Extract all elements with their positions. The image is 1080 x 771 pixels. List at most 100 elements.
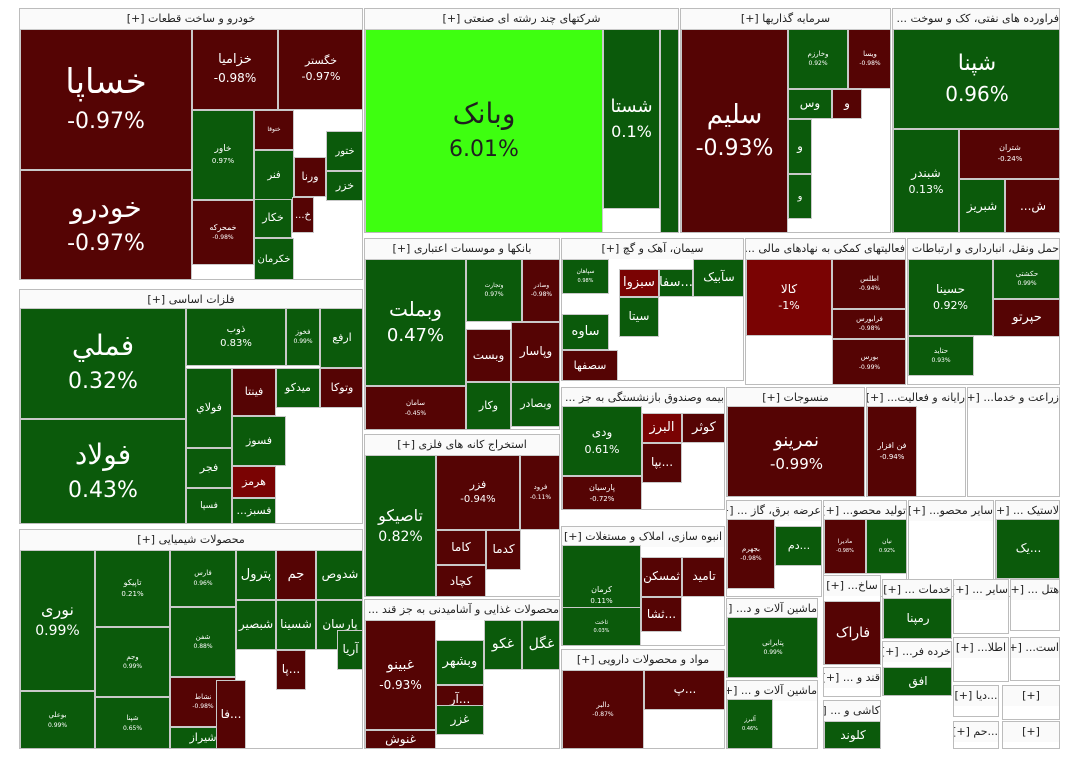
sector-36[interactable]: [+] — [1002, 721, 1060, 749]
sector-8[interactable]: حمل ونقل، انبارداری و ارتباطات [+] حسینا 0… — [907, 238, 1060, 385]
sector-header[interactable]: فلزات اساسی [+] — [20, 290, 362, 310]
stock-tile[interactable]: غبینو -0.93% — [365, 620, 436, 730]
sector-26[interactable]: کاشی و ... [+] کلوند — [823, 700, 881, 749]
stock-tile[interactable]: فرابورس -0.98% — [832, 309, 905, 339]
sector-header[interactable]: ماشین آلات و د... [+] — [727, 599, 817, 619]
sector-header[interactable]: عرضه برق، گاز ... [+] — [727, 501, 821, 521]
stock-tile[interactable]: سآبیک — [693, 259, 743, 297]
sector-12[interactable]: زراعت و خدما... [+] — [967, 387, 1060, 497]
stock-tile[interactable]: خ... — [292, 197, 314, 233]
sector-header[interactable]: اطلا... [+] — [954, 638, 1008, 658]
stock-tile[interactable]: شفن 0.88% — [170, 607, 236, 677]
stock-tile[interactable]: فخوز 0.99% — [286, 308, 320, 366]
sector-header[interactable]: رایانه و فعالیت... [+] — [867, 388, 965, 408]
stock-tile[interactable]: شپنا 0.96% — [893, 29, 1059, 129]
stock-tile[interactable]: ...دم — [775, 526, 821, 566]
sector-header[interactable]: فراورده های نفتی، کک و سوخت ... [+] — [893, 9, 1059, 29]
sector-header[interactable]: ماشین آلات و ... [+] — [727, 681, 817, 701]
stock-tile[interactable]: آلبرز 0.46% — [727, 699, 773, 748]
stock-tile[interactable]: سپاهان 0.98% — [562, 259, 609, 294]
sector-6[interactable]: سیمان، آهک و گچ [+] سپاهان 0.98% سبزوا ...سف… — [561, 238, 744, 381]
stock-tile[interactable]: سلیم -0.93% — [681, 29, 788, 232]
stock-tile[interactable]: جم — [276, 550, 316, 600]
stock-tile[interactable]: آریا — [337, 630, 362, 670]
sector-header[interactable]: خرده فر... [+] — [883, 642, 951, 662]
sector-header[interactable]: قند و ... [+] — [824, 668, 880, 688]
stock-tile[interactable]: نوری 0.99% — [20, 550, 95, 691]
sector-header[interactable]: بیمه وصندوق بازنشستگی به جز ... [+] — [562, 388, 724, 408]
stock-tile[interactable]: ختور — [326, 131, 362, 171]
stock-tile[interactable]: فسبز... — [232, 498, 276, 523]
stock-tile[interactable]: کالا -1% — [746, 259, 832, 336]
stock-tile[interactable]: سیتا — [619, 297, 659, 337]
stock-tile[interactable]: غزر — [436, 705, 484, 735]
stock-tile[interactable]: دالبر -0.87% — [562, 670, 644, 748]
sector-34[interactable]: [+] — [1002, 685, 1060, 720]
sector-2[interactable]: سرمایه گذاریها [+] سلیم -0.93% وخارزم 0.92% و… — [680, 8, 891, 233]
sector-15[interactable]: انبوه سازی، املاک و مستغلات [+] کرمان 0.11… — [561, 526, 725, 646]
stock-tile[interactable]: تاصیکو 0.82% — [365, 455, 436, 596]
stock-tile[interactable]: وبشهر — [436, 640, 484, 685]
stock-tile[interactable]: ختوقا — [254, 110, 294, 150]
stock-tile[interactable]: سامان -0.45% — [365, 386, 466, 429]
sector-header[interactable]: [+] — [1003, 722, 1059, 742]
sector-header[interactable]: کاشی و ... [+] — [824, 701, 880, 721]
sector-27[interactable]: خدمات ... [+] رمپنا — [882, 579, 952, 639]
stock-tile[interactable]: وپاسار — [511, 322, 559, 382]
stock-tile[interactable]: ش... — [1005, 179, 1059, 232]
stock-tile[interactable]: خساپا -0.97% — [20, 29, 192, 170]
stock-tile[interactable]: فملي 0.32% — [20, 308, 186, 419]
stock-tile[interactable]: تاپیکو 0.21% — [95, 550, 170, 627]
stock-tile[interactable]: خاور 0.97% — [192, 110, 254, 200]
stock-tile[interactable]: فجر — [186, 448, 232, 488]
stock-tile[interactable]: فاراک — [824, 601, 880, 664]
sector-header[interactable]: زراعت و خدما... [+] — [968, 388, 1059, 408]
stock-tile[interactable]: مادیرا -0.98% — [824, 519, 866, 574]
sector-header[interactable]: ...دیا [+] — [954, 686, 998, 706]
sector-10[interactable]: منسوجات [+] نمرینو -0.99% — [726, 387, 865, 497]
stock-tile[interactable]: غکو — [484, 620, 522, 670]
sector-header[interactable]: محصولات شیمیایی [+] — [20, 530, 362, 550]
stock-tile[interactable]: حپرتو — [993, 299, 1059, 337]
sector-header[interactable]: است... [+] — [1011, 638, 1059, 658]
stock-tile[interactable]: رمپنا — [883, 598, 951, 638]
sector-32[interactable]: است... [+] — [1010, 637, 1060, 681]
sector-9[interactable]: بیمه وصندوق بازنشستگی به جز ... [+] ودی 0.… — [561, 387, 725, 510]
stock-tile[interactable]: خزر — [326, 171, 362, 201]
stock-tile[interactable]: ثمسکن — [641, 557, 682, 597]
stock-tile[interactable]: شبریز — [959, 179, 1005, 232]
stock-tile[interactable]: فن افزار -0.94% — [867, 406, 917, 496]
stock-tile[interactable]: کاما — [436, 530, 486, 565]
stock-tile[interactable]: فولاد 0.43% — [20, 419, 186, 523]
sector-23[interactable]: ماشین آلات و ... [+] آلبرز 0.46% — [726, 680, 818, 749]
stock-tile[interactable]: پارسیان -0.72% — [562, 476, 642, 509]
sector-header[interactable]: سرمایه گذاریها [+] — [681, 9, 890, 29]
sector-0[interactable]: خودرو و ساخت قطعات [+] خساپا -0.97% خودرو -0… — [19, 8, 363, 280]
sector-31[interactable]: اطلا... [+] — [953, 637, 1009, 682]
sector-33[interactable]: ...دیا [+] — [953, 685, 999, 717]
stock-tile[interactable]: ثاخت 0.03% — [562, 607, 641, 645]
sector-11[interactable]: رایانه و فعالیت... [+] فن افزار -0.94% — [866, 387, 966, 497]
stock-tile[interactable]: خکار — [254, 199, 292, 238]
stock-tile[interactable]: وتوکا — [320, 368, 362, 408]
stock-tile[interactable]: کدما — [486, 530, 521, 570]
sector-header[interactable]: لاستیک ... [+] — [996, 501, 1059, 521]
stock-tile[interactable]: شدوص — [316, 550, 362, 600]
stock-tile[interactable]: ...یک — [996, 519, 1059, 579]
stock-tile[interactable]: ...بپا — [642, 443, 682, 483]
sector-30[interactable]: خرده فر... [+] افق — [882, 641, 952, 696]
stock-tile[interactable] — [660, 29, 678, 232]
stock-tile[interactable]: فرود -0.11% — [520, 455, 559, 530]
sector-header[interactable]: منسوجات [+] — [727, 388, 864, 408]
stock-tile[interactable]: غگل — [522, 620, 559, 670]
sector-28[interactable]: سایر ... [+] — [953, 579, 1009, 634]
sector-header[interactable]: ...حم [+] — [954, 722, 998, 742]
sector-header[interactable]: تولید محصو... [+] — [824, 501, 906, 521]
stock-tile[interactable]: ...ثشا — [641, 597, 682, 632]
stock-tile[interactable]: افق — [883, 667, 951, 695]
sector-header[interactable]: خودرو و ساخت قطعات [+] — [20, 9, 362, 29]
sector-21[interactable]: مواد و محصولات دارویی [+] دالبر -0.87% ...پ — [561, 649, 725, 749]
sector-4[interactable]: فلزات اساسی [+] فملي 0.32% فولاد 0.43% ذوب 0.8… — [19, 289, 363, 524]
stock-tile[interactable]: حتاید 0.93% — [908, 336, 974, 376]
stock-tile[interactable]: خکرمان — [254, 238, 294, 279]
